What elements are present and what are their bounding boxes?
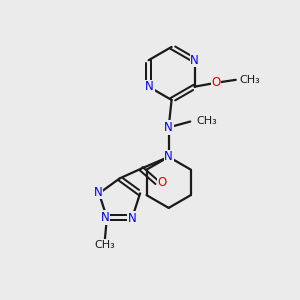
Text: N: N [100,211,109,224]
Text: N: N [145,80,154,93]
Text: CH₃: CH₃ [240,75,260,85]
Text: N: N [128,212,136,225]
Text: N: N [164,150,173,164]
Text: N: N [190,54,199,67]
Text: N: N [94,186,102,199]
Text: CH₃: CH₃ [196,116,217,126]
Text: O: O [212,76,221,89]
Text: O: O [157,176,167,189]
Text: CH₃: CH₃ [94,240,115,250]
Text: N: N [164,121,173,134]
